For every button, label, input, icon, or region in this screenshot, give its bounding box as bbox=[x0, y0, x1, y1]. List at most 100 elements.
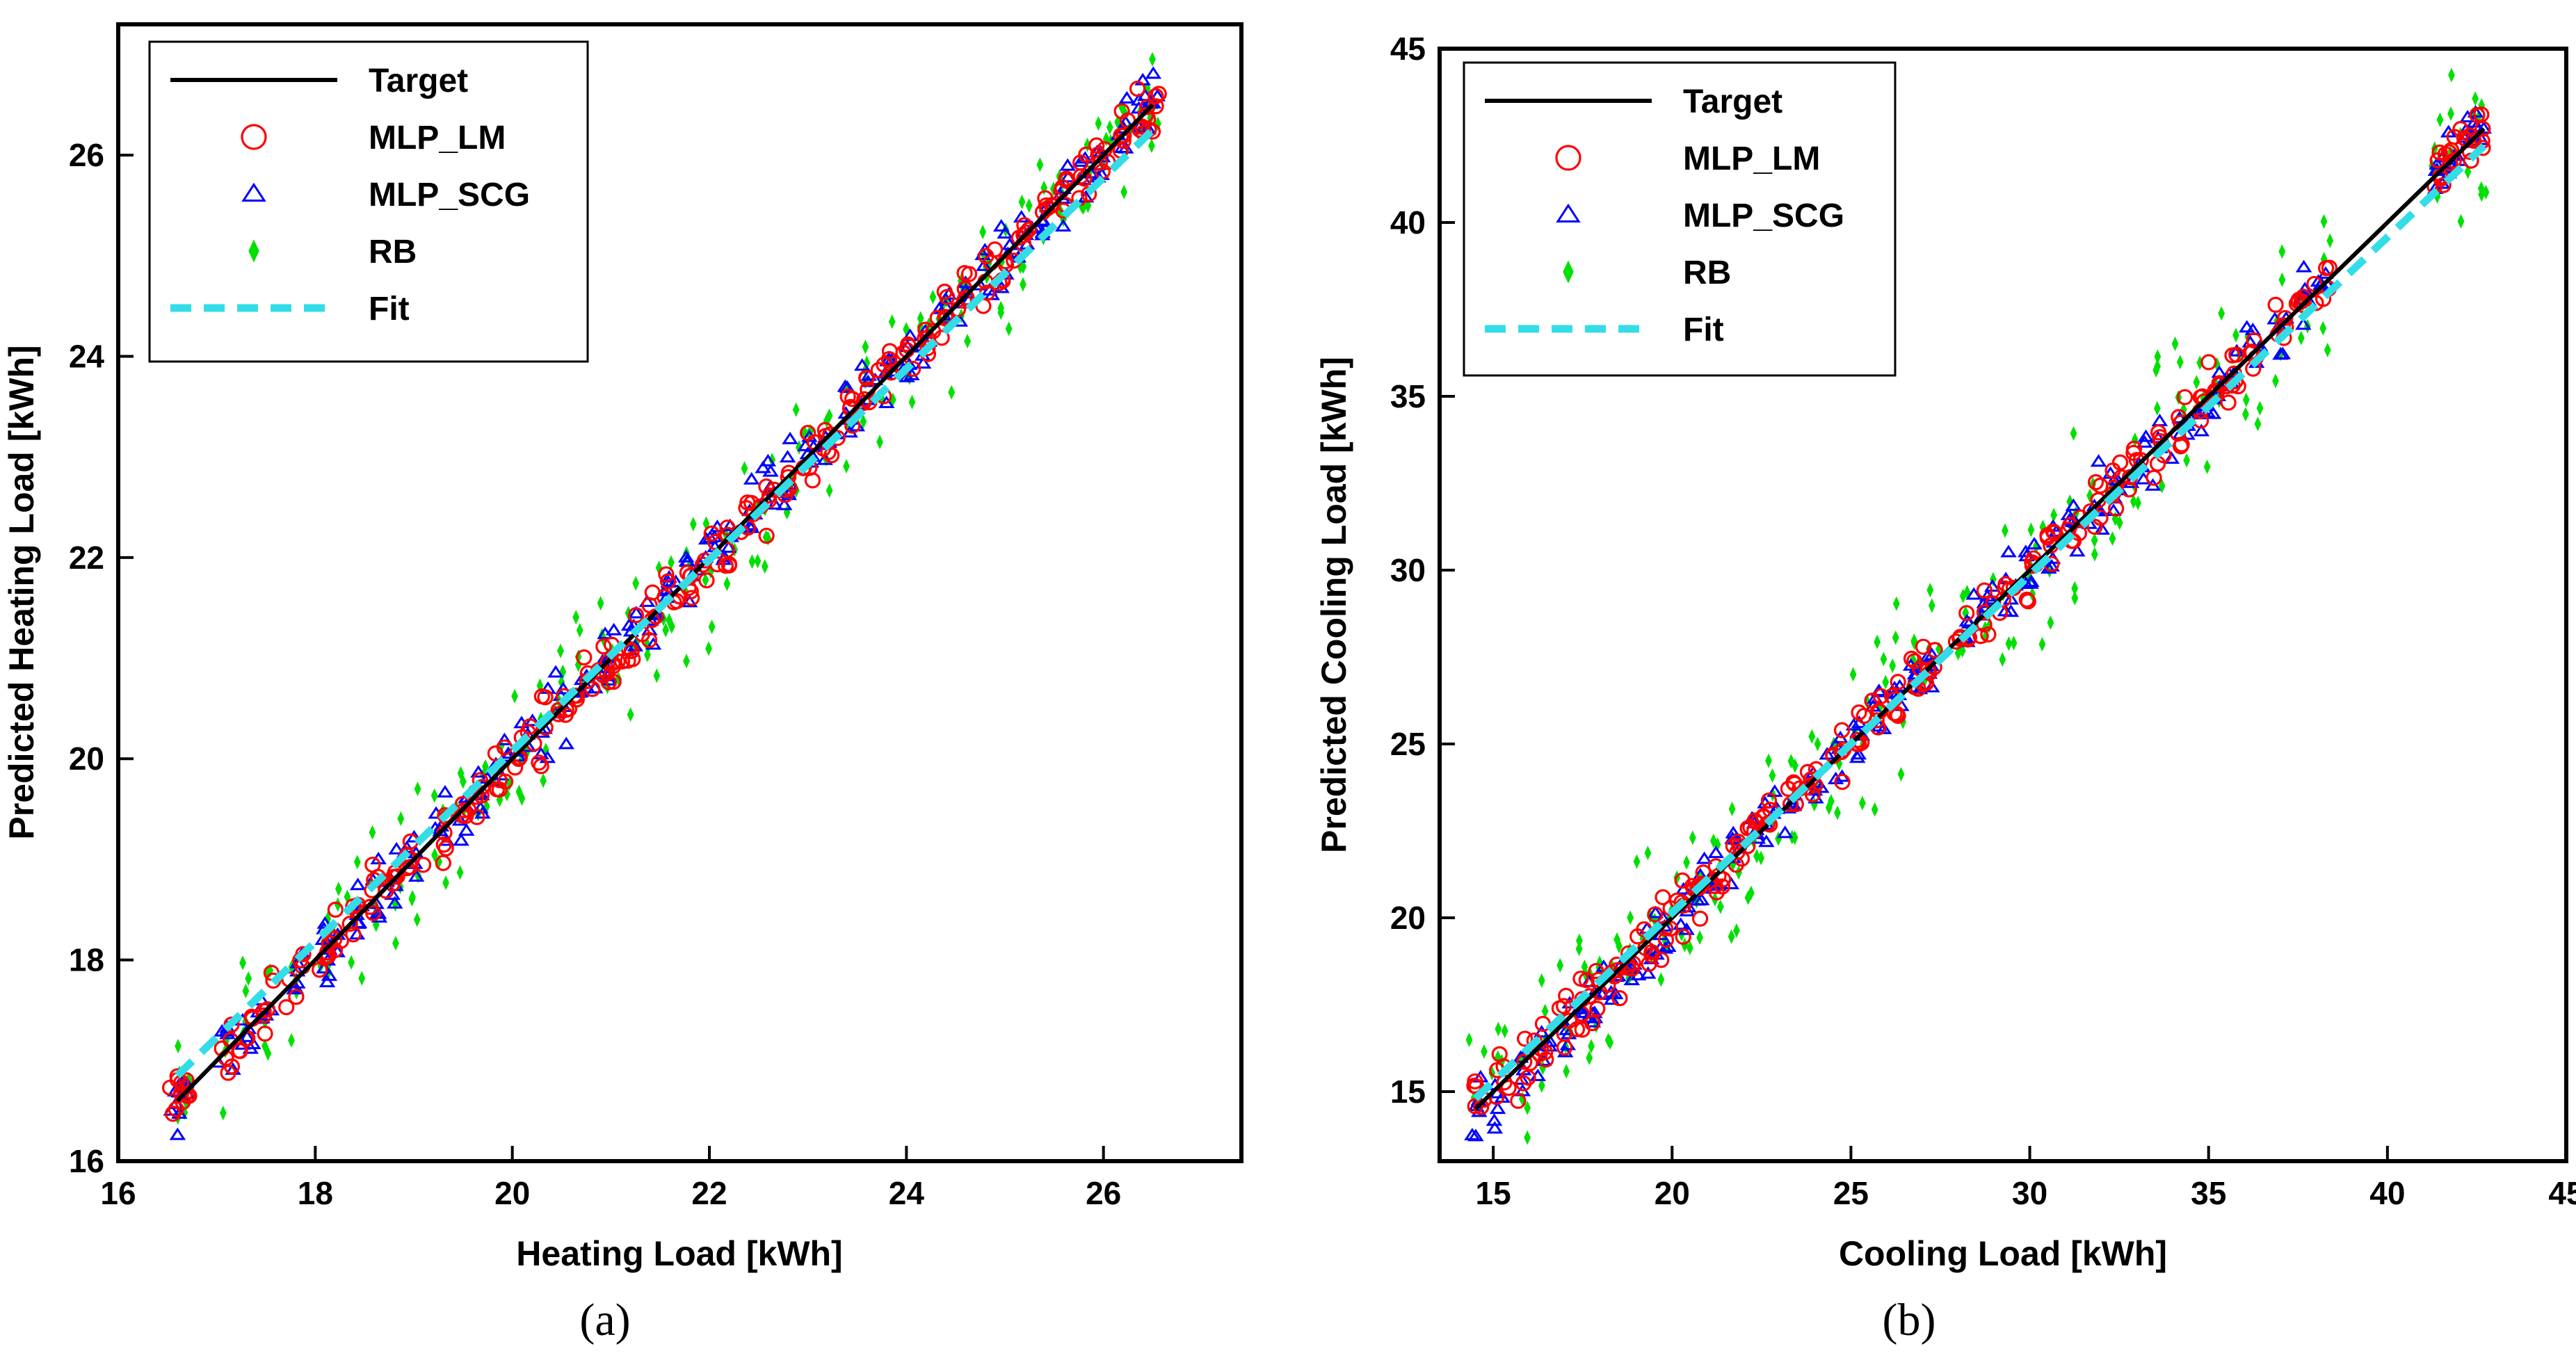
point-rb bbox=[2203, 459, 2211, 474]
point-rb bbox=[1683, 855, 1691, 870]
point-rb bbox=[889, 392, 896, 407]
y-tick-label: 45 bbox=[1390, 31, 1426, 67]
point-mlp-scg bbox=[239, 1029, 255, 1042]
point-rb bbox=[1728, 929, 1735, 944]
point-rb bbox=[2071, 581, 2079, 596]
point-rb bbox=[2326, 233, 2334, 248]
point-mlp-scg bbox=[2106, 472, 2123, 485]
point-mlp-scg bbox=[2272, 347, 2289, 360]
point-rb bbox=[409, 889, 416, 905]
point-mlp-scg bbox=[558, 736, 575, 750]
point-mlp-lm bbox=[844, 391, 861, 407]
point-mlp-scg bbox=[775, 497, 793, 510]
point-mlp-scg bbox=[1758, 834, 1775, 848]
point-rb bbox=[2196, 355, 2204, 371]
point-mlp-scg bbox=[702, 530, 718, 543]
point-mlp-lm bbox=[761, 487, 778, 504]
point-rb bbox=[1928, 598, 1935, 613]
point-rb bbox=[1889, 658, 1897, 673]
point-mlp-lm bbox=[2469, 106, 2486, 124]
plot-b-frame bbox=[1438, 47, 2568, 1163]
point-rb bbox=[1808, 729, 1816, 744]
point-mlp-lm bbox=[2445, 152, 2462, 169]
point-mlp-lm bbox=[1076, 170, 1093, 187]
point-mlp-lm bbox=[600, 674, 617, 690]
point-rb bbox=[929, 289, 937, 305]
point-rb bbox=[242, 983, 250, 998]
point-mlp-lm bbox=[1556, 1039, 1573, 1056]
point-mlp-scg bbox=[853, 358, 871, 371]
point-mlp-scg bbox=[384, 887, 401, 900]
point-rb bbox=[702, 572, 709, 588]
point-mlp-lm bbox=[939, 289, 956, 305]
point-mlp-lm bbox=[506, 759, 524, 776]
point-rb bbox=[2038, 637, 2046, 652]
point-rb bbox=[1999, 651, 2006, 667]
point-mlp-scg bbox=[500, 746, 517, 759]
x-tick-label: 35 bbox=[2191, 1175, 2226, 1211]
point-rb bbox=[2027, 522, 2035, 537]
point-mlp-scg bbox=[605, 622, 622, 636]
point-mlp-lm bbox=[2442, 155, 2458, 172]
point-rb bbox=[557, 643, 564, 658]
point-mlp-lm bbox=[278, 998, 295, 1016]
point-rb bbox=[2010, 636, 2018, 651]
point-mlp-lm bbox=[1072, 168, 1089, 185]
point-rb bbox=[1959, 588, 1967, 604]
point-rb bbox=[627, 707, 634, 722]
plot-a-x-ticks: 16 18 20 22 24 26 bbox=[100, 1146, 1121, 1211]
point-mlp-lm bbox=[1799, 763, 1817, 780]
point-mlp-scg bbox=[388, 841, 405, 855]
point-mlp-scg bbox=[2205, 406, 2222, 419]
point-mlp-lm bbox=[437, 840, 454, 857]
point-mlp-scg bbox=[597, 626, 613, 640]
point-mlp-scg bbox=[349, 877, 367, 891]
point-mlp-scg bbox=[992, 218, 1010, 232]
point-mlp-lm bbox=[2200, 354, 2217, 371]
point-mlp-lm bbox=[684, 590, 700, 606]
point-mlp-scg bbox=[2238, 320, 2255, 333]
point-mlp-lm bbox=[255, 1007, 273, 1024]
point-rb bbox=[1827, 793, 1835, 809]
point-mlp-scg bbox=[386, 896, 403, 909]
x-tick-label: 30 bbox=[2012, 1175, 2047, 1211]
point-mlp-scg bbox=[405, 829, 423, 843]
point-mlp-lm bbox=[257, 1026, 273, 1042]
point-mlp-lm bbox=[389, 868, 405, 884]
point-rb bbox=[666, 613, 673, 628]
point-rb bbox=[754, 553, 762, 569]
point-rb bbox=[683, 654, 690, 669]
point-rb bbox=[353, 855, 361, 870]
point-mlp-lm bbox=[1890, 674, 1906, 690]
point-mlp-scg bbox=[474, 806, 491, 819]
point-mlp-lm bbox=[1588, 963, 1604, 980]
point-rb bbox=[392, 936, 399, 951]
point-rb bbox=[1954, 645, 1962, 661]
point-mlp-lm bbox=[1643, 944, 1660, 961]
point-mlp-lm bbox=[1568, 1021, 1586, 1037]
point-mlp-scg bbox=[1776, 825, 1794, 839]
point-mlp-scg bbox=[1679, 903, 1696, 916]
plot-b-x-ticks: 15 20 25 30 35 40 45 bbox=[1476, 1146, 2576, 1211]
point-mlp-lm bbox=[2146, 469, 2162, 486]
point-mlp-lm bbox=[698, 572, 715, 589]
point-mlp-lm bbox=[960, 266, 978, 282]
point-mlp-lm bbox=[487, 745, 504, 762]
point-mlp-scg bbox=[371, 909, 388, 923]
point-rb bbox=[823, 413, 830, 428]
point-rb bbox=[1470, 1090, 1478, 1106]
point-mlp-lm bbox=[1760, 792, 1778, 809]
point-rb bbox=[576, 623, 583, 638]
point-mlp-lm bbox=[2474, 120, 2491, 137]
point-mlp-scg bbox=[470, 765, 487, 778]
point-rb bbox=[1765, 753, 1772, 768]
x-tick-label: 16 bbox=[100, 1175, 136, 1211]
point-mlp-lm bbox=[1584, 1014, 1601, 1032]
point-mlp-scg bbox=[2002, 592, 2020, 605]
point-rb bbox=[397, 811, 405, 827]
plot-b-y-axis-label: Predicted Cooling Load [kWh] bbox=[1314, 357, 1353, 853]
point-rb bbox=[1025, 198, 1033, 213]
point-mlp-lm bbox=[758, 527, 775, 544]
point-rb bbox=[2218, 306, 2225, 321]
point-mlp-lm bbox=[1148, 88, 1164, 104]
